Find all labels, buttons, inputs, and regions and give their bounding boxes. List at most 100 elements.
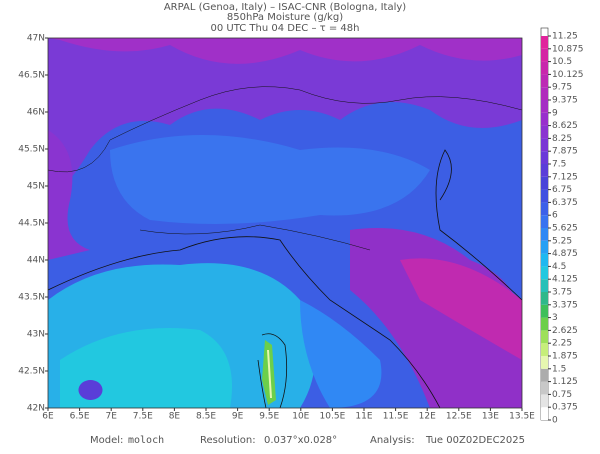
colorbar-band (541, 407, 548, 420)
colorbar-band (541, 202, 548, 216)
y-tick-label: 46.5N (18, 71, 45, 81)
y-tick-label: 42.5N (18, 367, 45, 377)
y-tick-label: 42N (27, 404, 45, 414)
y-tick-label: 43.5N (18, 293, 45, 303)
colorbar-label: 9.375 (552, 96, 578, 106)
colorbar-band (541, 189, 548, 203)
x-tick-label: 9E (232, 412, 244, 422)
x-tick-label: 12E (419, 412, 436, 422)
x-tick-label: 7E (105, 412, 117, 422)
colorbar-band (541, 279, 548, 292)
colorbar-label: 3.75 (552, 288, 572, 298)
colorbar-band (541, 394, 548, 408)
header-line: 00 UTC Thu 04 DEC – τ = 48h (211, 23, 360, 34)
colorbar-band (541, 61, 548, 75)
colorbar-band (541, 292, 548, 305)
colorbar-band (541, 87, 548, 100)
colorbar-label: 2.625 (552, 326, 578, 336)
colorbar-label: 3.375 (552, 300, 578, 310)
colorbar-band (541, 176, 548, 190)
colorbar-label: 9 (552, 108, 558, 118)
x-tick-label: 11.5E (383, 412, 409, 422)
x-tick-label: 6E (42, 412, 54, 422)
x-tick-label: 11E (355, 412, 372, 422)
colorbar-label: 7.875 (552, 147, 578, 157)
footer-value: moloch (128, 435, 164, 446)
x-tick-label: 9.5E (259, 412, 279, 422)
header-line: ARPAL (Genoa, Italy) – ISAC-CNR (Bologna… (164, 2, 406, 13)
y-tick-label: 44N (27, 256, 45, 266)
x-tick-label: 7.5E (133, 412, 153, 422)
colorbar-band (541, 317, 548, 331)
y-tick-label: 46N (27, 108, 45, 118)
colorbar-label: 1.125 (552, 377, 578, 387)
moisture-field (48, 38, 522, 408)
colorbar-band (541, 215, 548, 228)
colorbar-band (541, 368, 548, 382)
colorbar-band (541, 151, 548, 164)
colorbar-band (541, 381, 548, 395)
colorbar-label: 4.125 (552, 275, 578, 285)
colorbar-band (541, 164, 548, 177)
x-tick-label: 8E (169, 412, 181, 422)
y-tick-label: 44.5N (18, 219, 45, 229)
colorbar-band (541, 330, 548, 344)
colorbar-label: 11.25 (552, 32, 578, 42)
footer-value: 0.037°x0.028° (264, 435, 337, 446)
colorbar-band (541, 74, 548, 88)
colorbar-label: 10.5 (552, 57, 572, 67)
x-tick-label: 8.5E (196, 412, 216, 422)
colorbar-label: 7.5 (552, 160, 566, 170)
colorbar-label: 6.375 (552, 198, 578, 208)
colorbar-band (541, 266, 548, 280)
colorbar-label: 0.375 (552, 403, 578, 413)
x-tick-label: 12.5E (446, 412, 472, 422)
x-tick-label: 6.5E (70, 412, 90, 422)
colorbar-label: 5.625 (552, 224, 578, 234)
colorbar-label: 7.125 (552, 172, 578, 182)
x-tick-label: 10E (292, 412, 309, 422)
colorbar-band (541, 228, 548, 241)
colorbar-label: 5.25 (552, 236, 572, 246)
colorbar-label: 10.875 (552, 44, 584, 54)
colorbar-label: 10.125 (552, 70, 584, 80)
footer-label: Model: (90, 435, 123, 446)
colorbar-label: 1.875 (552, 352, 578, 362)
colorbar-label: 3 (552, 313, 558, 323)
x-tick-label: 13.5E (509, 412, 535, 422)
x-tick-label: 10.5E (320, 412, 346, 422)
y-tick-label: 45.5N (18, 145, 45, 155)
colorbar-band (541, 138, 548, 152)
colorbar-label: 6 (552, 211, 558, 221)
colorbar-band (541, 253, 548, 267)
colorbar-label: 9.75 (552, 83, 572, 93)
colorbar-band (541, 48, 548, 62)
colorbar-label: 8.25 (552, 134, 572, 144)
colorbar-band (541, 240, 548, 254)
header-line: 850hPa Moisture (g/kg) (227, 12, 343, 23)
colorbar-band (541, 356, 548, 369)
colorbar-band (541, 343, 548, 356)
colorbar-band (541, 304, 548, 318)
colorbar-label: 1.5 (552, 364, 566, 374)
colorbar-band (541, 36, 548, 49)
colorbar-label: 6.75 (552, 185, 572, 195)
colorbar-label: 2.25 (552, 339, 572, 349)
colorbar-band (541, 100, 548, 113)
x-tick-label: 13E (482, 412, 499, 422)
y-tick-label: 45N (27, 182, 45, 192)
footer-label: Analysis: (370, 435, 415, 446)
colorbar-label: 4.875 (552, 249, 578, 259)
footer-label: Resolution: (200, 435, 256, 446)
y-tick-label: 47N (27, 34, 45, 44)
y-tick-label: 43N (27, 330, 45, 340)
colorbar-band (541, 125, 548, 139)
colorbar-label: 4.5 (552, 262, 566, 272)
colorbar-label: 8.625 (552, 121, 578, 131)
colorbar-label: 0 (552, 416, 558, 426)
colorbar-band (541, 112, 548, 126)
footer-value: Tue 00Z02DEC2025 (425, 435, 525, 446)
colorbar-label: 0.75 (552, 390, 572, 400)
